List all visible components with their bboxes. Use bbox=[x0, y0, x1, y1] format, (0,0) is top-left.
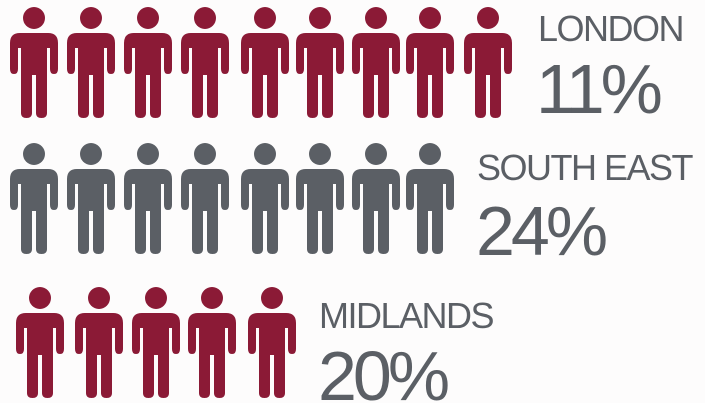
chart-row-midlands: MIDLANDS 20% bbox=[16, 287, 495, 403]
region-label-midlands: MIDLANDS bbox=[319, 295, 494, 336]
person-icon bbox=[124, 143, 172, 254]
person-icon bbox=[181, 7, 229, 118]
person-icon bbox=[10, 143, 58, 254]
region-value-midlands: 20% bbox=[318, 337, 448, 403]
person-icon bbox=[75, 287, 123, 398]
person-icon bbox=[181, 143, 229, 254]
region-label-south-east: SOUTH EAST bbox=[477, 147, 694, 188]
region-value-london: 11% bbox=[536, 50, 661, 128]
person-icon bbox=[124, 7, 172, 118]
person-icon bbox=[406, 7, 454, 118]
person-icon bbox=[248, 287, 296, 398]
person-icon bbox=[188, 287, 236, 398]
person-icon bbox=[10, 7, 58, 118]
chart-row-south-east: SOUTH EAST 24% bbox=[10, 143, 695, 270]
person-icon bbox=[296, 7, 344, 118]
person-icon bbox=[296, 143, 344, 254]
person-icon bbox=[464, 7, 512, 118]
person-icon bbox=[132, 287, 180, 398]
person-icon bbox=[352, 7, 400, 118]
person-icon bbox=[16, 287, 64, 398]
person-icon bbox=[67, 7, 115, 118]
region-label-london: LONDON bbox=[538, 8, 683, 49]
person-icon bbox=[406, 143, 454, 254]
person-icon bbox=[67, 143, 115, 254]
person-icon bbox=[352, 143, 400, 254]
person-icon bbox=[241, 7, 289, 118]
region-value-south-east: 24% bbox=[476, 192, 606, 270]
chart-row-london: LONDON 11% bbox=[10, 7, 685, 128]
person-icon bbox=[241, 143, 289, 254]
